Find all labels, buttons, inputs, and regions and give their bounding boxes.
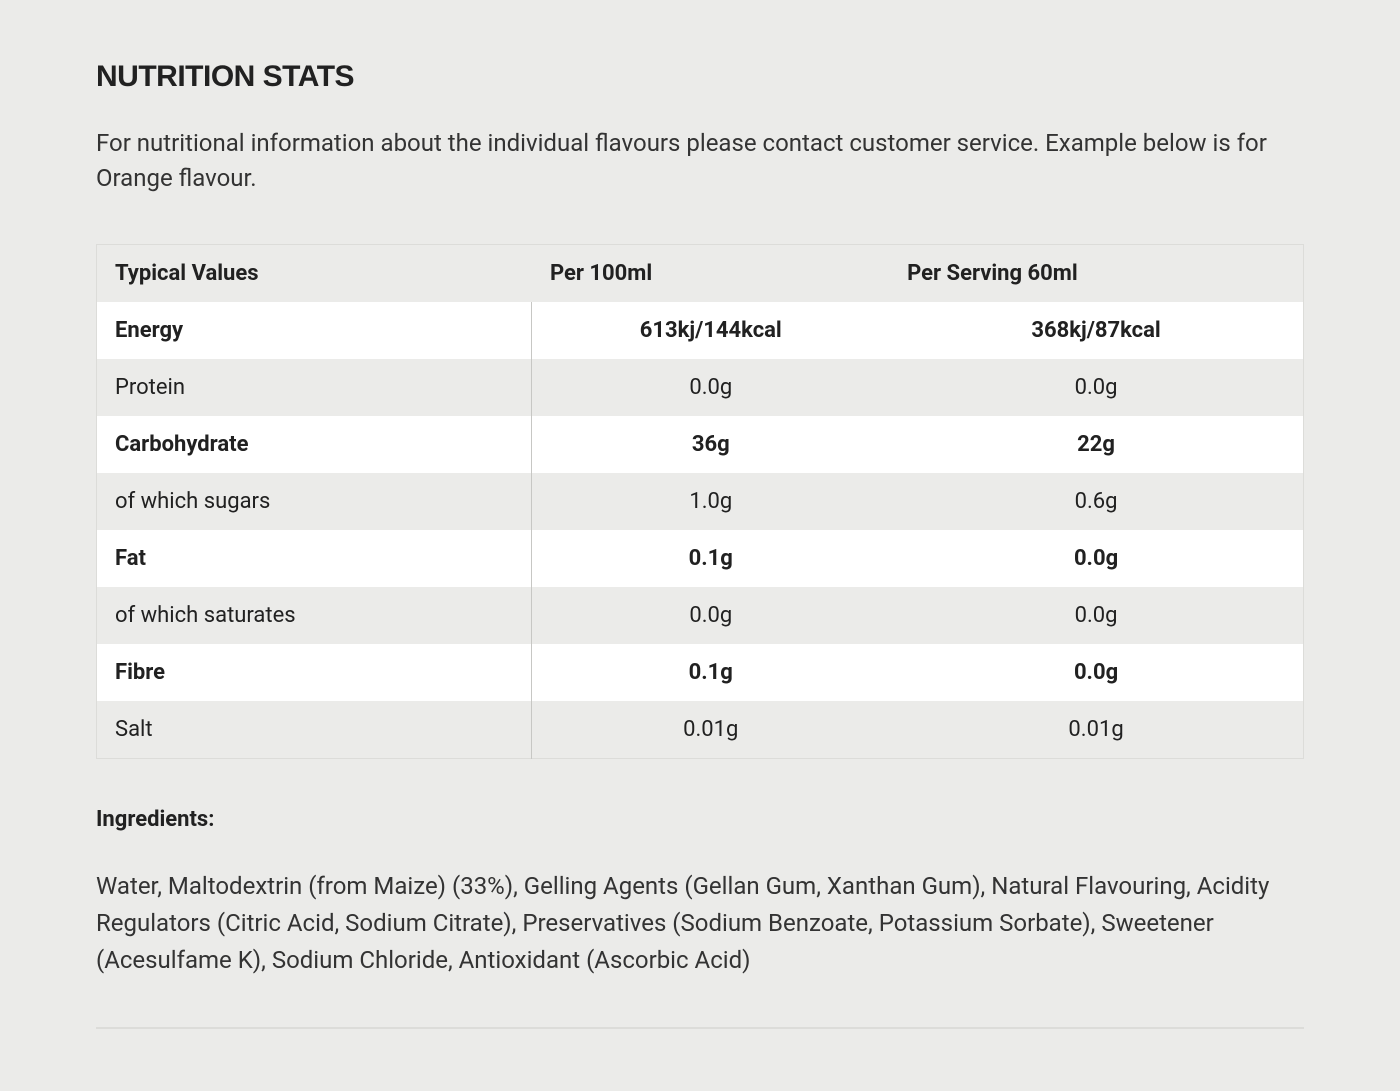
per-100-value: 0.1g bbox=[532, 530, 889, 587]
nutrient-label: Salt bbox=[97, 701, 532, 759]
table-row: Energy613kj/144kcal368kj/87kcal bbox=[97, 302, 1304, 359]
per-serving-value: 368kj/87kcal bbox=[889, 302, 1303, 359]
nutrition-table: Typical Values Per 100ml Per Serving 60m… bbox=[96, 244, 1304, 759]
per-100-value: 1.0g bbox=[532, 473, 889, 530]
nutrient-label: Fat bbox=[97, 530, 532, 587]
ingredients-text: Water, Maltodextrin (from Maize) (33%), … bbox=[96, 868, 1304, 980]
table-row: Protein0.0g0.0g bbox=[97, 359, 1304, 416]
per-serving-value: 0.01g bbox=[889, 701, 1303, 759]
per-100-value: 613kj/144kcal bbox=[532, 302, 889, 359]
nutrient-label: of which sugars bbox=[97, 473, 532, 530]
divider bbox=[96, 1027, 1304, 1029]
per-serving-value: 0.6g bbox=[889, 473, 1303, 530]
nutrient-label: Fibre bbox=[97, 644, 532, 701]
column-header: Per Serving 60ml bbox=[889, 244, 1303, 302]
per-serving-value: 0.0g bbox=[889, 644, 1303, 701]
per-100-value: 0.0g bbox=[532, 359, 889, 416]
nutrient-label: Energy bbox=[97, 302, 532, 359]
per-serving-value: 0.0g bbox=[889, 587, 1303, 644]
intro-text: For nutritional information about the in… bbox=[96, 126, 1304, 196]
per-serving-value: 22g bbox=[889, 416, 1303, 473]
ingredients-label: Ingredients: bbox=[96, 807, 1304, 832]
table-row: Fibre0.1g0.0g bbox=[97, 644, 1304, 701]
nutrient-label: Protein bbox=[97, 359, 532, 416]
per-serving-value: 0.0g bbox=[889, 359, 1303, 416]
column-header: Typical Values bbox=[97, 244, 532, 302]
per-100-value: 0.0g bbox=[532, 587, 889, 644]
table-row: Carbohydrate36g22g bbox=[97, 416, 1304, 473]
nutrient-label: of which saturates bbox=[97, 587, 532, 644]
table-header-row: Typical Values Per 100ml Per Serving 60m… bbox=[97, 244, 1304, 302]
per-100-value: 36g bbox=[532, 416, 889, 473]
section-title: NUTRITION STATS bbox=[96, 60, 1304, 94]
table-row: Fat0.1g0.0g bbox=[97, 530, 1304, 587]
per-100-value: 0.1g bbox=[532, 644, 889, 701]
nutrient-label: Carbohydrate bbox=[97, 416, 532, 473]
per-100-value: 0.01g bbox=[532, 701, 889, 759]
table-row: Salt0.01g0.01g bbox=[97, 701, 1304, 759]
table-row: of which sugars1.0g0.6g bbox=[97, 473, 1304, 530]
column-header: Per 100ml bbox=[532, 244, 889, 302]
table-row: of which saturates0.0g0.0g bbox=[97, 587, 1304, 644]
per-serving-value: 0.0g bbox=[889, 530, 1303, 587]
